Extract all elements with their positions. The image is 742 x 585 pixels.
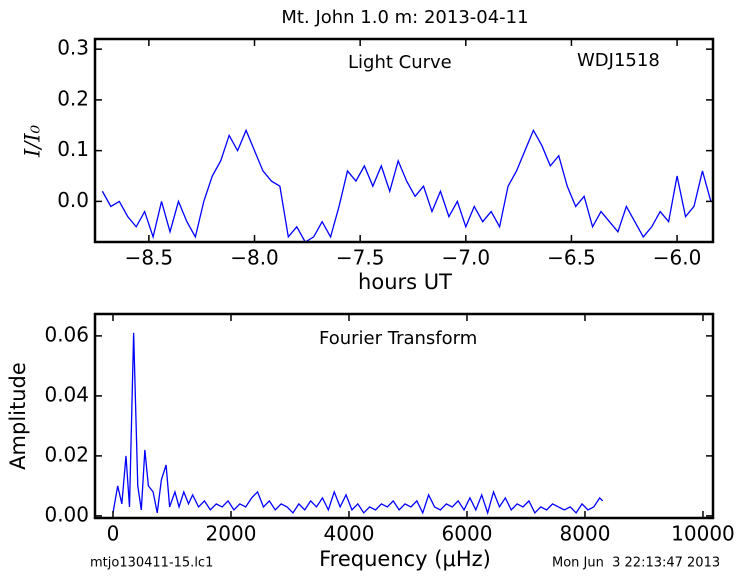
annotation: WDJ1518 [577, 50, 660, 71]
y-axis-label: I/I₀ [21, 124, 45, 158]
figure-title: Mt. John 1.0 m: 2013-04-11 [281, 7, 528, 28]
y-axis-label: Amplitude [6, 362, 30, 470]
x-tick-label: −6.0 [653, 246, 702, 270]
x-tick-label: −8.5 [125, 246, 174, 270]
x-tick-label: 10000 [671, 522, 735, 546]
y-tick-label: 0.0 [57, 188, 89, 212]
x-axis-label: hours UT [358, 270, 452, 294]
x-tick-label: −6.5 [547, 246, 596, 270]
y-tick-label: 0.1 [57, 137, 89, 161]
data-line [101, 128, 712, 242]
plot-frame [93, 312, 715, 520]
y-tick-label: 0.06 [44, 322, 89, 346]
footer-text: Mon Jun 3 22:13:47 2013 [552, 556, 720, 571]
annotation: Fourier Transform [319, 328, 477, 349]
annotation: Light Curve [348, 52, 452, 73]
x-tick-label: −7.0 [442, 246, 491, 270]
x-tick-label: 0 [107, 522, 120, 546]
footer-text: mtjo130411-15.lc1 [90, 556, 213, 571]
plot-frame [93, 37, 715, 244]
y-tick-label: 0.02 [44, 442, 89, 466]
y-tick-label: 0.3 [57, 36, 89, 60]
x-tick-label: 8000 [560, 522, 611, 546]
x-tick-label: −8.0 [230, 246, 279, 270]
x-tick-label: 6000 [442, 522, 493, 546]
x-axis-label: Frequency (μHz) [319, 547, 491, 571]
data-line [112, 332, 604, 516]
x-tick-label: −7.5 [336, 246, 385, 270]
x-tick-label: 2000 [206, 522, 257, 546]
y-tick-label: 0.00 [44, 502, 89, 526]
y-tick-label: 0.04 [44, 382, 89, 406]
x-tick-label: 4000 [324, 522, 375, 546]
y-tick-label: 0.2 [57, 86, 89, 110]
